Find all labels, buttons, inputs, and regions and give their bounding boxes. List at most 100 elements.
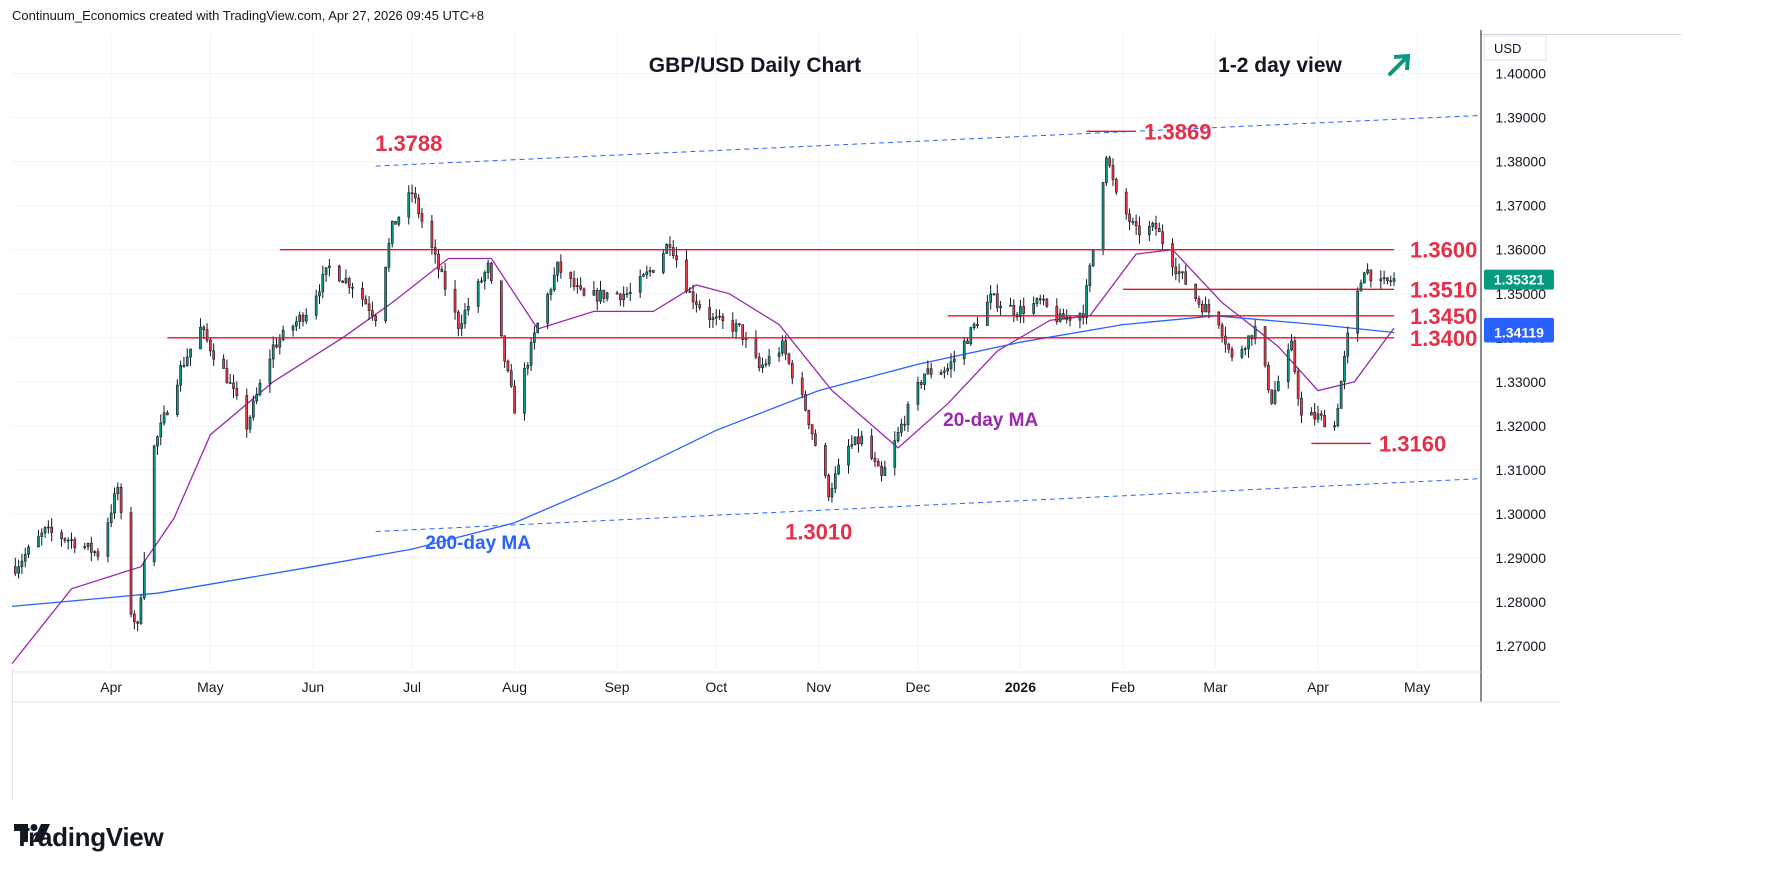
candle-body (536, 322, 540, 334)
candle-body (1217, 311, 1221, 326)
candle-body (116, 486, 120, 494)
candle-body (483, 272, 487, 282)
candle-body (824, 445, 827, 476)
candle-body (443, 271, 447, 290)
candle-body (675, 255, 678, 261)
candle-body (304, 315, 308, 322)
candle-body (47, 526, 50, 529)
candle-body (966, 340, 969, 345)
candle-body (109, 512, 113, 524)
candle-body (96, 551, 100, 557)
ma-annotation: 20-day MA (943, 410, 1038, 431)
y-tick-label: 1.40000 (1495, 66, 1546, 82)
candle-body (394, 220, 397, 225)
candle-body (893, 440, 897, 468)
candle-body (665, 244, 668, 254)
candle-body (731, 320, 735, 332)
candle-body (777, 352, 781, 357)
candle-body (642, 274, 645, 277)
candle-body (757, 356, 761, 369)
candle-body (50, 526, 54, 533)
x-tick-label: Aug (502, 679, 527, 695)
200-day-maline (11, 315, 1395, 608)
candle-body (761, 364, 764, 369)
candle-body (1204, 304, 1207, 313)
candle-body (480, 280, 483, 283)
tradingview-logo[interactable]: TradingView (14, 822, 164, 853)
candle-body (1171, 243, 1174, 268)
candle-body (500, 280, 503, 337)
candle-body (559, 261, 563, 273)
candle-body (671, 247, 675, 257)
candle-body (999, 305, 1002, 308)
candle-body (552, 274, 556, 291)
candle-body (1220, 324, 1224, 337)
candle-body (1161, 231, 1164, 244)
candle-body (212, 350, 216, 360)
plot-background (12, 34, 1480, 668)
price-badge-label: 1.34119 (1494, 325, 1544, 341)
candle-body (906, 404, 910, 425)
candle-body (119, 486, 123, 513)
candle-body (503, 335, 506, 362)
candle-body (513, 385, 516, 414)
candle-body (407, 192, 411, 218)
candle-body (1263, 326, 1267, 366)
candle-body (576, 285, 579, 287)
candle-body (929, 368, 933, 375)
candle-body (781, 340, 784, 354)
candle-body (466, 305, 470, 311)
candle-body (619, 293, 622, 301)
candle-body (734, 323, 738, 332)
candle-body (652, 270, 655, 273)
candle-body (708, 307, 711, 320)
candle-body (252, 400, 255, 418)
candle-body (20, 560, 24, 567)
candle-body (695, 301, 698, 305)
candle-body (1151, 222, 1155, 227)
candle-body (943, 370, 946, 373)
tradingview-logo-icon (14, 824, 50, 842)
candle-body (1253, 326, 1257, 340)
candle-body (952, 358, 956, 363)
candle-body (853, 436, 857, 445)
candle-body (569, 272, 573, 280)
candle-body (1154, 222, 1158, 229)
candle-body (923, 373, 926, 385)
candle-body (916, 382, 920, 405)
candle-body (1042, 298, 1045, 301)
candle-body (1128, 213, 1131, 222)
candle-body (714, 316, 718, 319)
candle-body (827, 475, 830, 498)
candle-body (106, 522, 110, 557)
candle-body (417, 197, 421, 214)
candle-body (1038, 298, 1042, 301)
candle-body (1174, 266, 1178, 275)
candle-body (1032, 303, 1035, 314)
candle-body (347, 278, 351, 288)
candle-body (27, 546, 30, 555)
candle-body (1200, 303, 1204, 313)
candle-body (202, 326, 206, 331)
candle-body (321, 274, 325, 293)
candle-body (162, 412, 166, 424)
candle-body (1148, 226, 1151, 236)
candle-body (66, 539, 70, 542)
chart-subtitle: 1-2 day view (1218, 54, 1342, 77)
candle-body (883, 467, 887, 476)
candle-body (807, 409, 811, 426)
candle-body (156, 436, 159, 447)
candle-body (1310, 412, 1313, 416)
y-tick-label: 1.36000 (1495, 242, 1546, 258)
candle-body (873, 458, 877, 462)
x-tick-label: Dec (905, 679, 930, 695)
candle-body (245, 395, 249, 430)
candle-body (324, 267, 328, 275)
x-tick-label: Oct (705, 679, 727, 695)
candle-body (526, 365, 530, 369)
chart-title: GBP/USD Daily Chart (649, 54, 861, 77)
y-tick-label: 1.37000 (1495, 198, 1546, 214)
currency-box (1483, 35, 1547, 61)
candle-body (328, 265, 331, 268)
